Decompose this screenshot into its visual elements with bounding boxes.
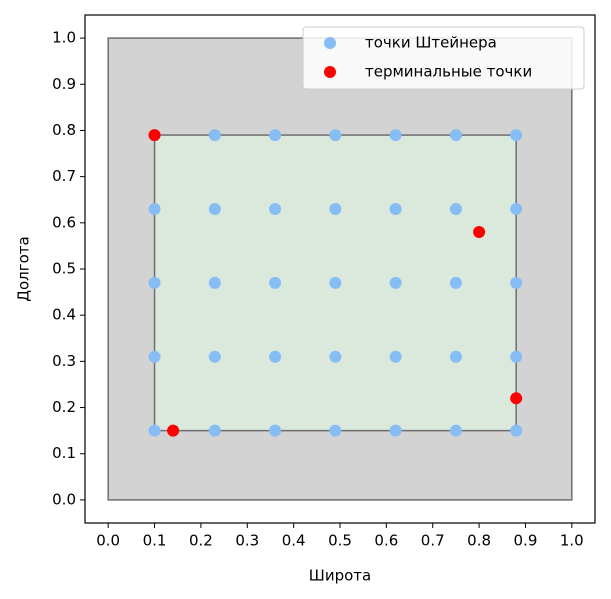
- point: [208, 276, 221, 289]
- point: [389, 350, 402, 363]
- legend-label: терминальные точки: [365, 63, 532, 81]
- point: [389, 276, 402, 289]
- point: [510, 424, 523, 437]
- x-tick-label: 0.8: [467, 532, 491, 550]
- point: [148, 350, 161, 363]
- point: [269, 276, 282, 289]
- point: [510, 202, 523, 215]
- point: [449, 350, 462, 363]
- point: [449, 129, 462, 142]
- y-tick-label: 0.5: [52, 260, 76, 278]
- y-tick-label: 0.3: [52, 352, 76, 370]
- legend-label: точки Штейнера: [365, 34, 497, 52]
- x-tick-label: 0.6: [374, 532, 398, 550]
- point: [329, 276, 342, 289]
- y-tick-label: 1.0: [52, 29, 76, 47]
- point: [269, 129, 282, 142]
- point: [148, 202, 161, 215]
- y-tick-label: 0.8: [52, 121, 76, 139]
- point: [167, 424, 180, 437]
- legend-marker: [324, 37, 336, 49]
- point: [148, 276, 161, 289]
- point: [269, 350, 282, 363]
- y-tick-label: 0.4: [52, 306, 76, 324]
- y-tick-label: 0.1: [52, 444, 76, 462]
- x-tick-label: 1.0: [560, 532, 584, 550]
- point: [389, 129, 402, 142]
- x-tick-label: 0.9: [514, 532, 538, 550]
- point: [510, 129, 523, 142]
- point: [449, 202, 462, 215]
- point: [269, 202, 282, 215]
- y-tick-label: 0.7: [52, 167, 76, 185]
- y-tick-label: 0.9: [52, 75, 76, 93]
- point: [449, 276, 462, 289]
- legend-marker: [324, 66, 336, 78]
- point: [148, 129, 161, 142]
- point: [389, 202, 402, 215]
- point: [208, 424, 221, 437]
- point: [510, 276, 523, 289]
- x-tick-label: 0.2: [189, 532, 213, 550]
- point: [473, 226, 486, 239]
- x-tick-label: 0.3: [235, 532, 259, 550]
- point: [329, 129, 342, 142]
- point: [329, 350, 342, 363]
- point: [208, 202, 221, 215]
- x-tick-label: 0.0: [96, 532, 120, 550]
- y-tick-label: 0.2: [52, 398, 76, 416]
- x-axis-label: Широта: [309, 567, 371, 585]
- point: [329, 424, 342, 437]
- point: [148, 424, 161, 437]
- y-tick-label: 0.6: [52, 213, 76, 231]
- point: [510, 392, 523, 405]
- point: [449, 424, 462, 437]
- point: [208, 129, 221, 142]
- x-tick-label: 0.1: [143, 532, 167, 550]
- legend-box: [302, 26, 585, 90]
- point: [269, 424, 282, 437]
- x-tick-label: 0.5: [328, 532, 352, 550]
- point: [329, 202, 342, 215]
- y-tick-label: 0.0: [52, 490, 76, 508]
- point: [510, 350, 523, 363]
- x-tick-label: 0.4: [282, 532, 306, 550]
- point: [389, 424, 402, 437]
- point: [208, 350, 221, 363]
- y-axis-label: Долгота: [15, 236, 33, 301]
- x-tick-label: 0.7: [421, 532, 445, 550]
